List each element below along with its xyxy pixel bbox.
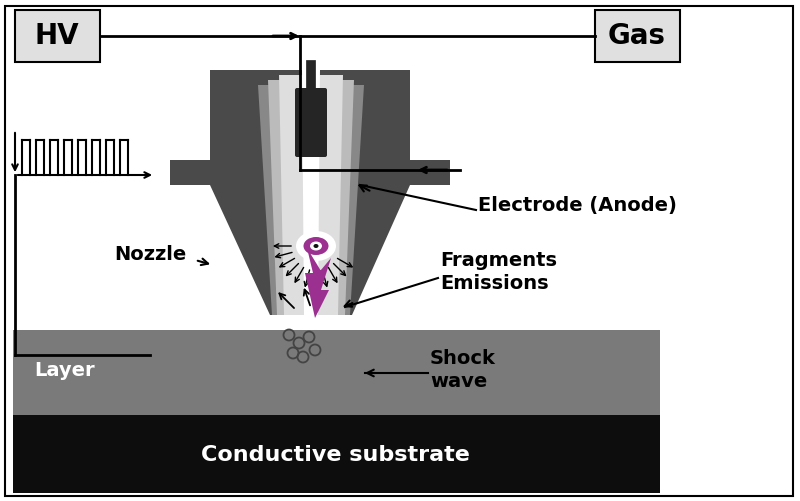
FancyBboxPatch shape — [295, 88, 327, 157]
FancyBboxPatch shape — [595, 10, 680, 62]
FancyBboxPatch shape — [13, 330, 660, 415]
Ellipse shape — [310, 241, 322, 250]
Text: Layer: Layer — [34, 361, 95, 379]
Ellipse shape — [314, 244, 318, 248]
Polygon shape — [302, 70, 320, 315]
Text: Electrode (Anode): Electrode (Anode) — [478, 195, 677, 214]
Text: HV: HV — [34, 22, 79, 50]
Text: Conductive substrate: Conductive substrate — [201, 445, 470, 465]
FancyBboxPatch shape — [15, 10, 100, 62]
Text: Nozzle: Nozzle — [114, 245, 186, 265]
Polygon shape — [170, 70, 450, 315]
Ellipse shape — [296, 231, 336, 261]
Text: Gas: Gas — [608, 22, 666, 50]
Polygon shape — [268, 80, 354, 315]
Polygon shape — [279, 75, 343, 315]
Polygon shape — [258, 85, 364, 315]
FancyBboxPatch shape — [13, 415, 660, 493]
Polygon shape — [305, 248, 331, 318]
Text: Fragments
Emissions: Fragments Emissions — [440, 250, 557, 293]
Text: Shock
wave: Shock wave — [430, 349, 496, 391]
Ellipse shape — [303, 237, 329, 255]
